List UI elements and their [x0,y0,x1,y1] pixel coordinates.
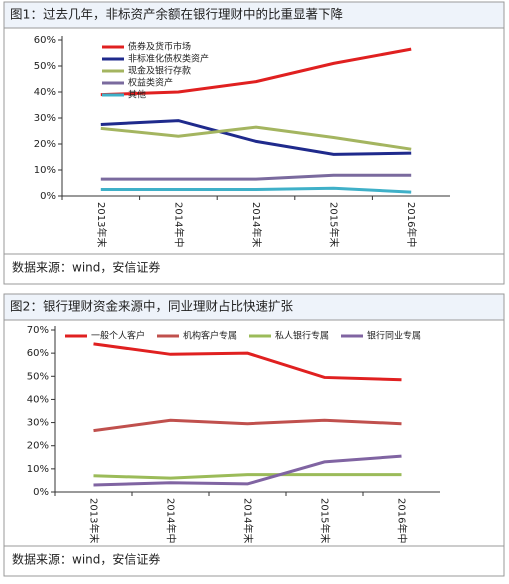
x-tick-label: 2014年末 [242,498,255,543]
legend-label: 一般个人客户 [91,330,145,342]
legend-label: 非标准化债权类资产 [128,53,209,65]
y-tick-label: 50% [27,371,49,382]
series-line [100,173,412,181]
source: 数据来源：wind，安信证券 [12,552,160,567]
legend-label: 其他 [128,89,146,101]
panel [3,293,505,577]
y-tick-label: 50% [34,61,56,72]
series-line [93,454,402,487]
series-line [100,119,412,156]
legend-label: 私人银行专属 [275,330,329,342]
x-tick-label: 2013年末 [88,498,101,543]
figure-title: 图2：银行理财资金来源中，同业理财占比快速扩张 [10,299,293,314]
series-line [100,47,412,97]
legend-label: 机构客户专属 [183,330,237,342]
y-tick-label: 60% [34,35,56,46]
legend-label: 银行同业专属 [367,330,421,342]
x-tick-label: 2016年中 [405,202,418,247]
panel [3,1,505,285]
y-tick-label: 40% [27,394,49,405]
figure-title: 图1：过去几年，非标资产余额在银行理财中的比重显著下降 [10,7,343,22]
legend-label: 权益类资产 [128,77,173,89]
series-line [100,186,412,194]
x-tick-label: 2015年末 [319,498,332,543]
y-tick-label: 10% [27,464,49,475]
x-tick-label: 2014年末 [250,202,263,247]
y-tick-label: 20% [27,441,49,452]
series-line [93,473,402,480]
x-tick-label: 2013年末 [95,202,108,247]
y-tick-label: 30% [34,113,56,124]
y-tick-label: 60% [27,348,49,359]
x-tick-label: 2016年中 [396,498,409,543]
y-tick-label: 0% [40,191,56,202]
series-line [93,418,402,433]
series-line [93,342,402,382]
y-tick-label: 0% [33,487,49,498]
y-tick-label: 40% [34,87,56,98]
legend-label: 债券及货币市场 [128,41,191,53]
series-line [100,125,412,151]
x-tick-label: 2014年中 [165,498,178,543]
y-tick-label: 70% [27,325,49,336]
y-tick-label: 30% [27,418,49,429]
legend-label: 现金及银行存款 [128,65,191,77]
x-tick-label: 2014年中 [172,202,185,247]
y-tick-label: 10% [34,165,56,176]
panel-header [3,293,505,321]
source: 数据来源：wind，安信证券 [12,260,160,275]
y-tick-label: 20% [34,139,56,150]
x-tick-label: 2015年末 [328,202,341,247]
panel-header [3,1,505,29]
